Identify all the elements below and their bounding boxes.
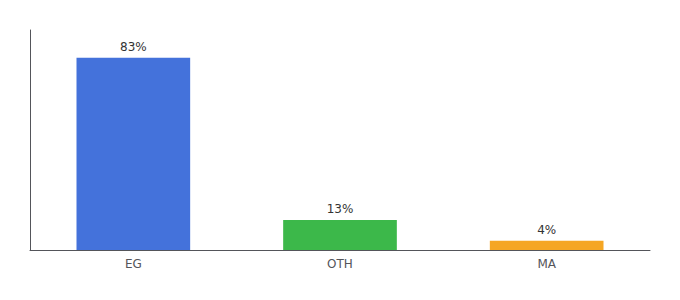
svg-text:13%: 13% [327,202,354,216]
svg-text:4%: 4% [537,223,556,237]
svg-text:83%: 83% [120,40,147,54]
svg-text:EG: EG [125,257,142,271]
svg-text:OTH: OTH [327,257,353,271]
svg-text:MA: MA [537,257,556,271]
